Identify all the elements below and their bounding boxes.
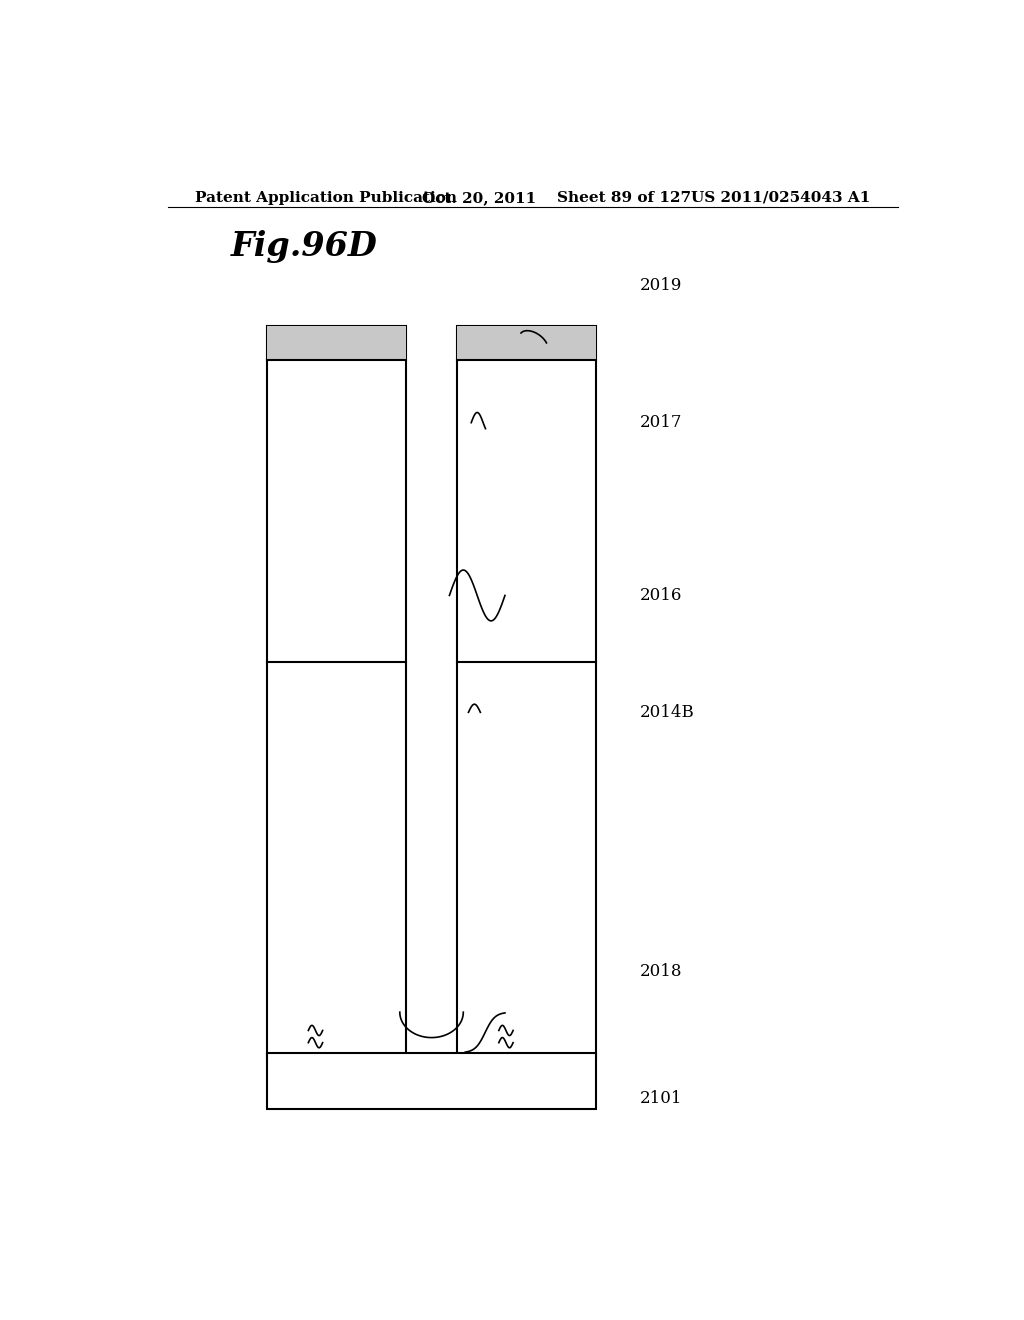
- Text: 2018: 2018: [640, 964, 682, 979]
- Text: Oct. 20, 2011: Oct. 20, 2011: [422, 191, 536, 205]
- Text: 2014B: 2014B: [640, 704, 694, 721]
- Text: 2017: 2017: [640, 414, 682, 432]
- Bar: [267, 326, 406, 359]
- Bar: [267, 326, 406, 1057]
- Bar: [458, 326, 596, 1057]
- Text: 2101: 2101: [640, 1090, 682, 1107]
- Text: Fig.96D: Fig.96D: [231, 230, 378, 263]
- Text: US 2011/0254043 A1: US 2011/0254043 A1: [691, 191, 870, 205]
- Text: Patent Application Publication: Patent Application Publication: [196, 191, 458, 205]
- Bar: [267, 1053, 596, 1109]
- Text: 2019: 2019: [640, 277, 682, 294]
- Bar: [458, 326, 596, 359]
- Text: Sheet 89 of 127: Sheet 89 of 127: [557, 191, 690, 205]
- Text: 2016: 2016: [640, 587, 682, 605]
